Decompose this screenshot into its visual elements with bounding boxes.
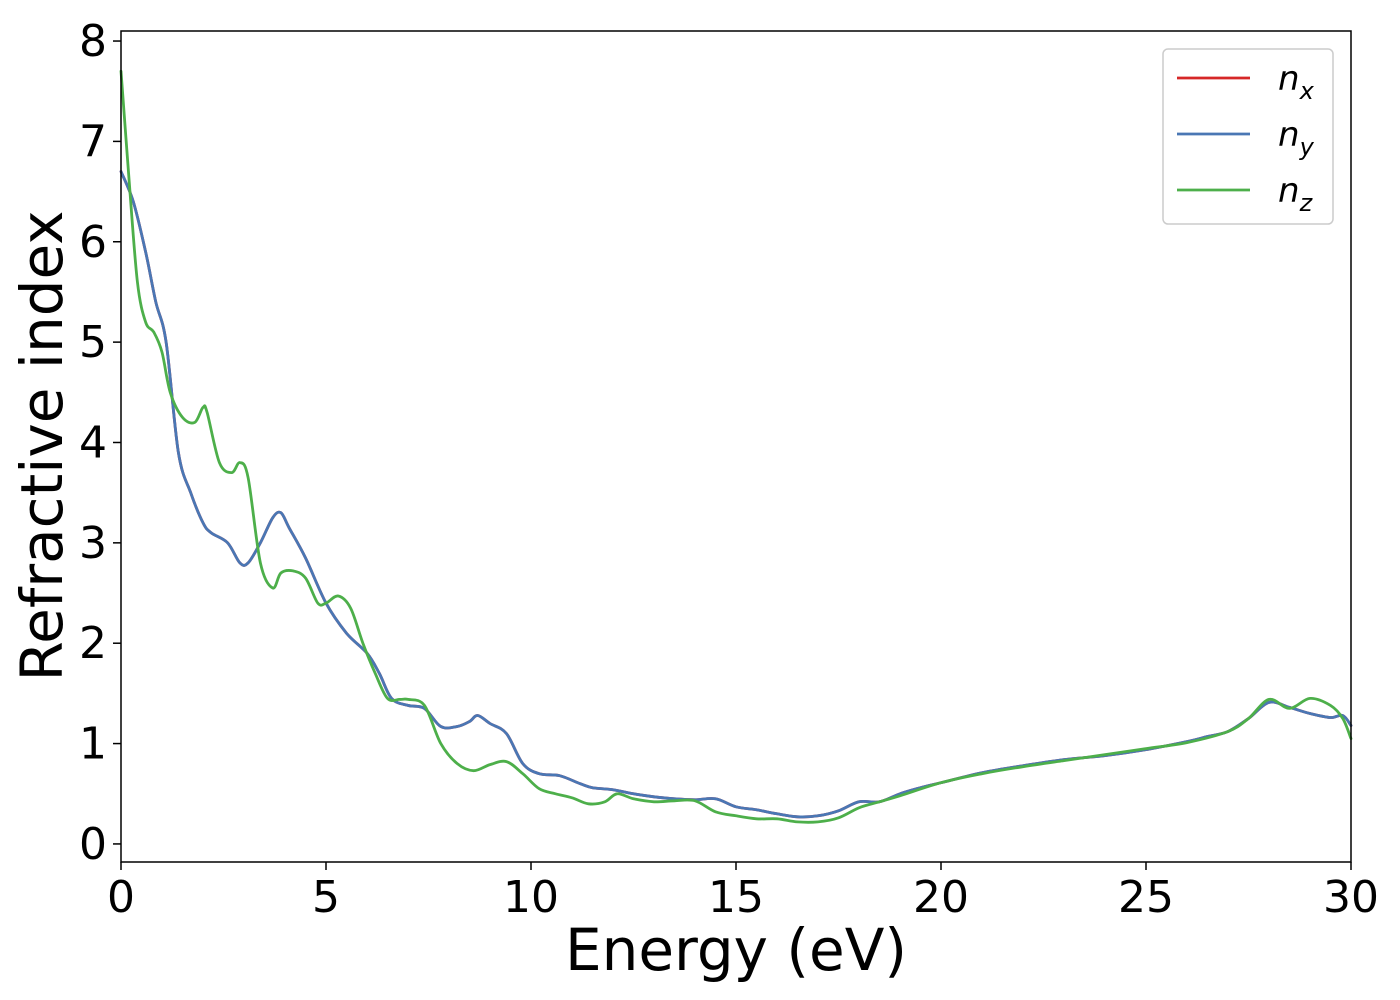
x-tick-label: 30 [1323,872,1379,923]
x-tick-label: 10 [503,872,559,923]
y-tick-label: 1 [79,719,107,770]
y-tick-label: 4 [79,417,107,468]
x-axis-ticks: 0 5 10 15 20 25 30 [107,862,1379,923]
legend: nx ny nz [1162,48,1334,225]
series-line-y [119,170,1353,819]
x-axis-label: Energy (eV) [565,916,907,984]
legend-label-y: ny [1278,115,1315,161]
y-tick-label: 0 [79,819,107,870]
y-tick-label: 6 [79,217,107,268]
y-tick-label: 5 [79,317,107,368]
legend-label-z: nz [1278,171,1314,217]
y-axis-label: Refractive index [8,210,76,681]
legend-box [1162,48,1334,225]
y-tick-label: 8 [79,16,107,67]
series-line-x [119,170,1353,819]
x-tick-label: 15 [708,872,764,923]
y-axis-ticks: 0 1 2 3 4 5 6 7 8 [79,16,121,870]
y-tick-label: 7 [79,116,107,167]
y-tick-label: 3 [79,518,107,569]
x-tick-label: 25 [1118,872,1174,923]
y-tick-label: 2 [79,618,107,669]
x-tick-label: 20 [913,872,969,923]
x-tick-label: 5 [312,872,340,923]
x-tick-label: 0 [107,872,135,923]
series-layer [119,69,1353,824]
legend-label-x: nx [1278,59,1315,105]
series-line-z [119,69,1353,824]
